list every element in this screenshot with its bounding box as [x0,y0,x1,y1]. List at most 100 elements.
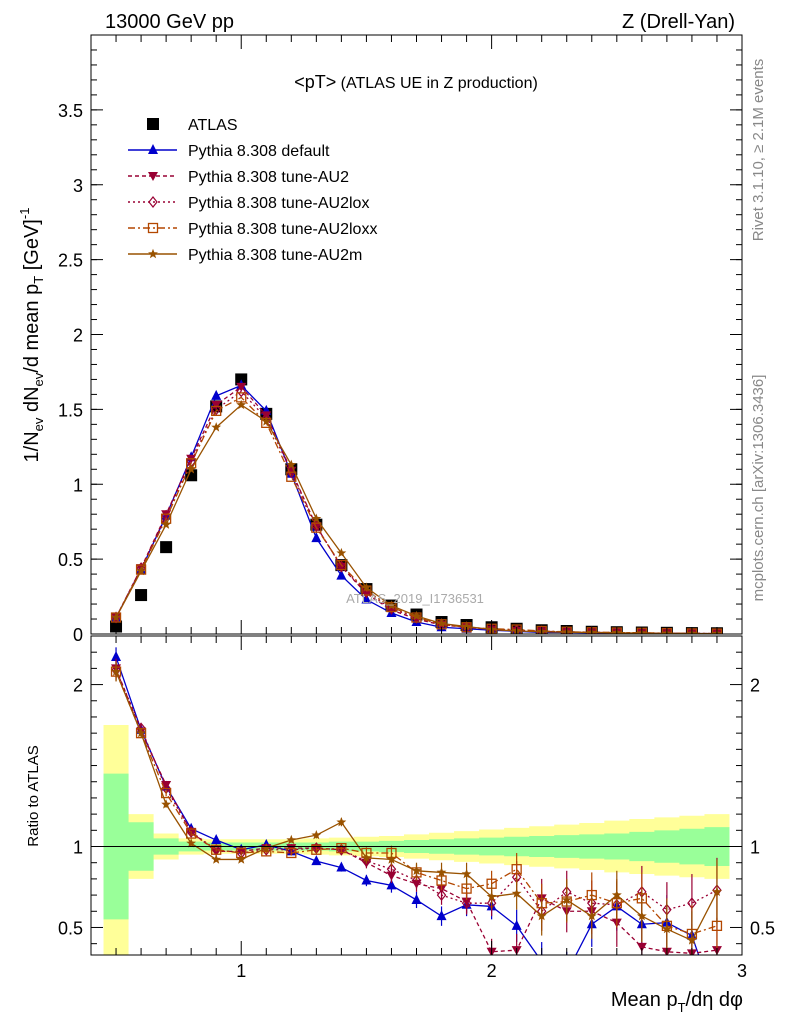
x-tick-label: 1 [236,961,246,981]
header-right: Z (Drell-Yan) [622,11,735,33]
ratio-point [311,844,322,855]
legend: ATLAS Pythia 8.308 default Pythia 8.308 tu… [128,117,377,264]
data-point [511,624,522,634]
ratio-point [636,942,647,952]
ratio-point [436,910,447,921]
ratio-point [361,855,372,868]
legend-label: Pythia 8.308 tune-AU2lox [188,195,369,212]
data-point [637,626,647,634]
x-tick-label: 3 [737,961,747,981]
ratio-point [336,842,347,854]
legend-marker [147,222,159,234]
ratio-y-tick-label: 0.5 [750,918,775,938]
y-axis-label-bottom: Ratio to ATLAS [25,745,42,846]
series-ratio-4 [111,661,722,955]
data-point [261,416,272,426]
ratio-point [386,863,397,876]
data-point [211,422,222,432]
data-point [336,547,347,558]
data-point [286,471,297,482]
series-ratio-3 [110,661,723,955]
ratio-point [436,889,447,902]
ratio-y-tick-label: 2 [750,676,760,696]
data-point [135,589,148,602]
y-tick-label: 3 [73,176,83,196]
ratio-point [186,825,196,838]
legend-marker [148,172,158,181]
data-point [160,541,173,554]
ratio-y-tick-label: 2 [73,676,83,696]
side-label-bottom: mcplots.cern.ch [arXiv:1306.3436] [750,375,767,602]
ratio-point [336,817,347,827]
x-axis-label: Mean pT/dη dφ [611,989,743,1015]
ratio-point [536,910,547,921]
y-tick-label: 0 [73,625,83,645]
data-point [336,569,347,580]
ratio-point [511,919,522,930]
ratio-y-tick-label: 1 [73,838,83,858]
data-point [311,513,322,523]
data-point [336,559,347,571]
ratio-point [236,854,247,864]
ratio-point [161,799,172,809]
y-tick-label: 2 [73,326,83,346]
data-point [286,459,297,469]
y-tick-label: 3.5 [58,101,83,121]
header-left: 13000 GeV pp [105,11,234,33]
data-point [136,565,146,576]
ratio-point [261,842,272,853]
data-point [662,627,672,634]
ratio-point [411,893,422,904]
legend-entry: Pythia 8.308 tune-AU2 [128,169,349,186]
legend-label: Pythia 8.308 tune-AU2 [188,169,349,186]
data-point [161,519,172,529]
data-point [436,618,447,628]
data-point [336,560,347,573]
data-point [111,612,121,622]
axes: 0 0.5 1 1.5 2 2.5 3 3.5 1 2 3 0.5 0.5 1 1 2 2 [58,34,775,981]
ratio-point [186,828,197,839]
ratio-point [562,967,572,977]
ratio-y-tick-label: 0.5 [58,918,83,938]
data-point [311,520,322,533]
data-point [536,625,547,634]
legend-marker [148,248,158,259]
data-point [687,627,697,634]
data-point [236,382,247,392]
legend-entry: Pythia 8.308 tune-AU2m [128,247,362,264]
ratio-point [311,855,322,866]
ratio-point [111,666,121,676]
x-tick-label: 2 [487,961,497,981]
legend-marker [148,196,158,208]
y-tick-label: 1.5 [58,400,83,420]
ratio-y-tick-label: 1 [750,838,760,858]
ratio-point [511,888,522,898]
legend-label: Pythia 8.308 default [188,143,330,160]
ratio-point [537,955,547,965]
y-tick-label: 2.5 [58,251,83,271]
ratio-plot-series [110,647,723,977]
data-point [461,621,472,631]
data-point [712,627,722,634]
data-point [185,469,198,482]
legend-label: ATLAS [188,117,238,134]
data-point [236,385,246,398]
data-point [261,411,272,421]
data-point [311,522,322,533]
ratio-point [411,865,422,875]
data-point [311,532,322,543]
ratio-point [111,651,122,662]
data-point [361,589,372,599]
data-point [211,403,221,416]
legend-entry: Pythia 8.308 tune-AU2lox [128,195,369,212]
data-point [186,464,197,474]
legend-entry: Pythia 8.308 default [128,143,330,160]
ratio-point [211,834,222,845]
plot-title: <pT> (ATLAS UE in Z production) [294,72,538,92]
data-point [110,620,123,633]
legend-label: Pythia 8.308 tune-AU2m [188,247,362,264]
ratio-point [436,867,447,877]
legend-label: Pythia 8.308 tune-AU2loxx [188,221,377,238]
data-point [211,405,222,417]
